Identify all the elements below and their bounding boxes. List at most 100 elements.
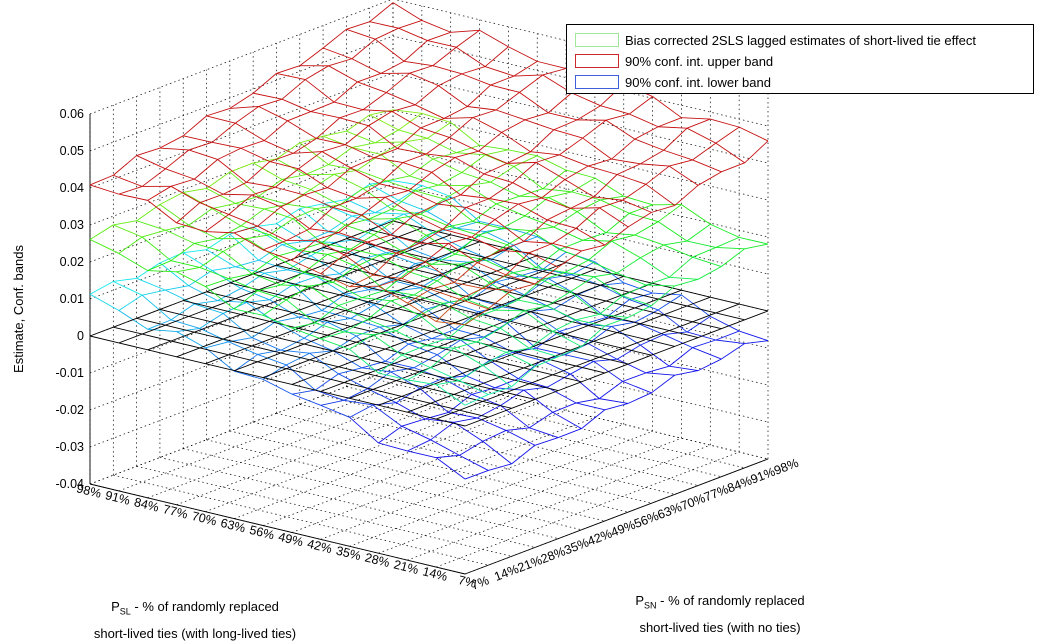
- surface-estimate-mesh-line: [576, 314, 599, 320]
- surface-upper-band-mesh-line: [628, 212, 651, 226]
- surface-upper-band-mesh-line: [386, 93, 415, 105]
- surface-estimate-mesh-line: [311, 174, 334, 189]
- surface-lower-band-mesh-line: [329, 232, 358, 240]
- surface-zero-plane-mesh-line: [200, 348, 229, 355]
- surface-estimate-mesh-line: [339, 298, 362, 306]
- surface-lower-band-mesh-line: [160, 263, 189, 286]
- surface-zero-plane-mesh-line: [582, 373, 605, 382]
- surface-estimate-mesh-line: [234, 291, 257, 309]
- z-gridline: [90, 295, 768, 410]
- x-tick-label: 98%: [75, 481, 103, 501]
- surface-upper-band-mesh-line: [160, 148, 189, 150]
- floor-gridline: [263, 411, 566, 526]
- surface-zero-plane-mesh-line: [617, 333, 646, 340]
- surface-lower-band-mesh-line: [623, 373, 646, 382]
- surface-upper-band-mesh-line: [183, 136, 212, 143]
- surface-upper-band-mesh-line: [629, 97, 652, 114]
- surface-estimate-mesh-line: [531, 227, 554, 231]
- surface-lower-band-mesh-line: [693, 348, 722, 359]
- surface-zero-plane-mesh-line: [160, 301, 183, 310]
- surface-estimate-mesh-line: [223, 239, 246, 252]
- surface-zero-plane-mesh-line: [565, 326, 588, 335]
- surface-estimate-mesh-line: [548, 197, 577, 211]
- surface-estimate-mesh-line: [466, 300, 495, 311]
- floor-gridline: [234, 404, 537, 519]
- surface-lower-band-mesh-line: [165, 286, 188, 290]
- surface-lower-band-mesh-line: [716, 340, 745, 344]
- surface-estimate-mesh-line: [605, 317, 628, 326]
- y-axis-label-line2: short-lived ties (with no ties): [570, 617, 870, 638]
- surface-upper-band-mesh-line: [90, 185, 119, 194]
- surface-upper-band-mesh-line: [485, 67, 514, 76]
- surface-zero-plane-mesh-line: [407, 403, 430, 412]
- surface-lower-band-mesh-line: [553, 403, 576, 412]
- surface-upper-band-mesh-line: [410, 66, 433, 74]
- surface-upper-band-mesh-line: [90, 175, 113, 185]
- surface-upper-band-mesh-line: [288, 121, 317, 139]
- surface-upper-band-mesh-line: [391, 235, 420, 243]
- surface-estimate-mesh-line: [408, 272, 437, 281]
- surface-lower-band-mesh-line: [142, 295, 171, 320]
- surface-estimate-mesh-line: [352, 147, 381, 154]
- surface-zero-plane-mesh-line: [443, 354, 466, 363]
- surface-zero-plane-mesh-line: [605, 364, 628, 373]
- surface-estimate-mesh-line: [595, 178, 624, 196]
- surface-upper-band-mesh-line: [491, 76, 514, 85]
- surface-zero-plane-mesh-line: [367, 374, 396, 381]
- x-tick-label: 63%: [219, 516, 247, 536]
- surface-upper-band-mesh-line: [536, 162, 565, 179]
- surface-upper-band-mesh-line: [263, 250, 292, 260]
- surface-upper-band-mesh-line: [635, 127, 658, 139]
- surface-upper-band-mesh-line: [165, 169, 194, 179]
- surface-upper-band-mesh-line: [507, 152, 530, 164]
- surface-estimate-mesh-line: [263, 315, 292, 328]
- legend-label-upper: 90% conf. int. upper band: [625, 54, 773, 69]
- surface-estimate-mesh-line: [548, 192, 571, 198]
- z-gridline: [90, 184, 768, 299]
- surface-estimate-mesh-line: [90, 225, 113, 240]
- surface-zero-plane-mesh-line: [344, 383, 373, 390]
- surface-upper-band-mesh-line: [234, 233, 263, 250]
- surface-lower-band-mesh-line: [612, 322, 635, 326]
- surface-estimate-mesh-line: [119, 237, 142, 253]
- x-axis-label: PSL - % of randomly replaced short-lived…: [40, 596, 350, 644]
- surface-zero-plane-mesh-line: [745, 311, 768, 320]
- surface-lower-band-mesh-line: [264, 270, 287, 273]
- surface-lower-band-mesh-line: [378, 426, 401, 443]
- surface-estimate-mesh-line: [282, 179, 311, 189]
- surface-lower-band-mesh-line: [321, 400, 344, 405]
- surface-upper-band-mesh-line: [600, 106, 629, 114]
- surface-estimate-mesh-line: [554, 212, 577, 227]
- surface-lower-band-mesh-line: [402, 426, 431, 440]
- surface-lower-band-mesh-line: [90, 294, 119, 310]
- surface-zero-plane-mesh-line: [489, 336, 512, 345]
- surface-zero-plane-mesh-line: [548, 278, 571, 287]
- surface-lower-band-mesh-line: [113, 278, 136, 281]
- surface-upper-band-mesh-line: [422, 20, 451, 32]
- surface-estimate-mesh-line: [664, 241, 687, 245]
- surface-zero-plane-mesh-line: [315, 376, 344, 383]
- surface-lower-band-mesh-line: [635, 310, 658, 322]
- surface-lower-band-mesh-line: [344, 389, 367, 401]
- surface-upper-band-mesh-line: [462, 74, 491, 85]
- surface-zero-plane-mesh-line: [113, 318, 136, 327]
- x-tick-label: 21%: [392, 557, 420, 577]
- floor-gridline: [321, 424, 624, 539]
- surface-zero-plane-mesh-line: [380, 333, 409, 340]
- surface-estimate-mesh-line: [518, 300, 547, 306]
- surface-estimate-mesh-line: [612, 241, 641, 258]
- surface-estimate-mesh-line: [624, 196, 653, 205]
- surface-upper-band-mesh-line: [669, 160, 692, 166]
- surface-zero-plane-mesh-line: [90, 336, 119, 343]
- surface-estimate-mesh-line: [617, 258, 640, 273]
- surface-estimate-mesh-line: [454, 342, 477, 348]
- surface-lower-band-mesh-line: [200, 313, 223, 328]
- surface-upper-band-mesh-line: [259, 106, 288, 120]
- surface-upper-band-mesh-line: [194, 159, 217, 179]
- surface-estimate-mesh-line: [525, 197, 548, 215]
- surface-upper-band-mesh-line: [282, 80, 305, 100]
- surface-upper-band-mesh-line: [189, 142, 212, 150]
- surface-lower-band-mesh-line: [617, 359, 646, 373]
- surface-lower-band-mesh-line: [653, 293, 682, 295]
- surface-upper-band-mesh-line: [165, 150, 188, 169]
